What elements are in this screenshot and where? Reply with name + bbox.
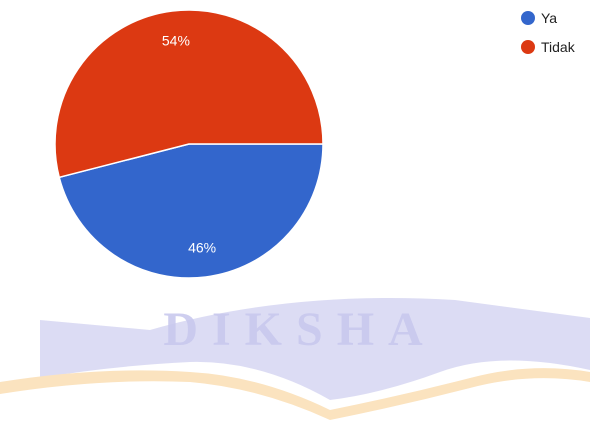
legend-label-ya: Ya xyxy=(541,10,557,26)
legend-swatch-ya xyxy=(521,11,535,25)
watermark-text: DIKSHA xyxy=(163,303,436,356)
legend-label-tidak: Tidak xyxy=(541,39,576,55)
pie-slices xyxy=(54,9,324,279)
watermark-stripe xyxy=(0,368,590,420)
slice-label-ya: 46% xyxy=(188,240,216,256)
legend-swatch-tidak xyxy=(521,40,535,54)
watermark-band xyxy=(40,298,590,400)
watermark-logo: DIKSHA xyxy=(0,298,590,420)
pie-slice-ya xyxy=(58,143,324,279)
legend: Ya Tidak xyxy=(521,10,576,55)
slice-label-tidak: 54% xyxy=(162,32,190,48)
pie-labels: 46% 54% xyxy=(162,32,216,255)
pie-slice-tidak xyxy=(54,9,324,179)
